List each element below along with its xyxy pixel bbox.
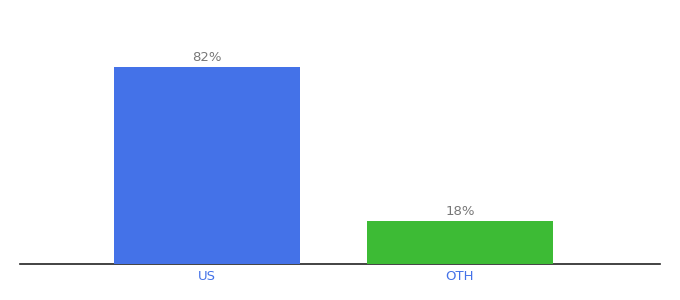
- Bar: [367, 221, 553, 264]
- Text: 18%: 18%: [445, 205, 475, 218]
- Bar: [114, 67, 300, 264]
- Text: 82%: 82%: [192, 51, 222, 64]
